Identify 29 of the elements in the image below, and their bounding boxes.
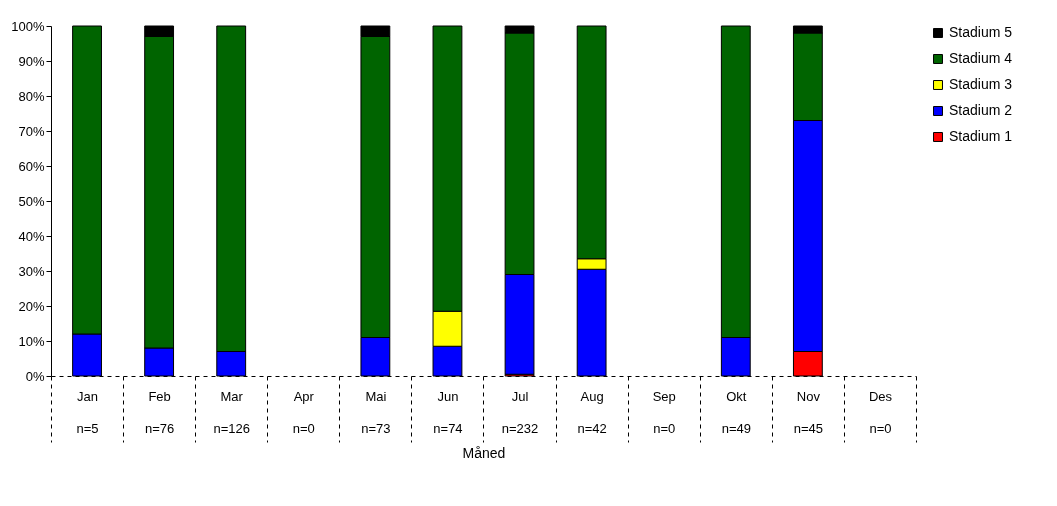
legend-label: Stadium 3 — [949, 76, 1013, 92]
y-tick-label: 80% — [18, 88, 45, 104]
category-label: Aug n=42 — [577, 388, 607, 436]
category-label: Jan n=5 — [76, 388, 99, 436]
y-tick-label: 20% — [18, 298, 45, 314]
category-label: Sep n=0 — [652, 388, 676, 436]
legend-label: Stadium 1 — [949, 128, 1013, 144]
legend-label: Stadium 5 — [949, 24, 1013, 40]
y-tick-label: 90% — [18, 53, 45, 69]
category-label: Jun n=74 — [433, 388, 463, 436]
legend-label: Stadium 2 — [949, 102, 1013, 118]
category-label: Apr n=0 — [292, 388, 315, 436]
y-tick-label: 50% — [18, 193, 45, 209]
y-tick-label: 30% — [18, 263, 45, 279]
y-tick-label: 70% — [18, 123, 45, 139]
category-label: Okt n=49 — [721, 388, 751, 436]
y-tick-label: 60% — [18, 158, 45, 174]
y-tick-label: 40% — [18, 228, 45, 244]
y-tick-label: 10% — [18, 333, 45, 349]
y-tick-label: 0% — [25, 368, 45, 384]
category-label: Des n=0 — [868, 388, 893, 436]
x-axis-title: Måned — [462, 445, 506, 461]
legend-label: Stadium 4 — [949, 50, 1013, 66]
category-label: Mai n=73 — [361, 388, 391, 436]
category-label: Feb n=76 — [144, 388, 175, 436]
category-label: Jul n=232 — [501, 388, 539, 436]
y-tick-label: 100% — [11, 18, 45, 34]
category-label: Mar n=126 — [213, 388, 250, 436]
category-label: Nov n=45 — [793, 388, 824, 436]
